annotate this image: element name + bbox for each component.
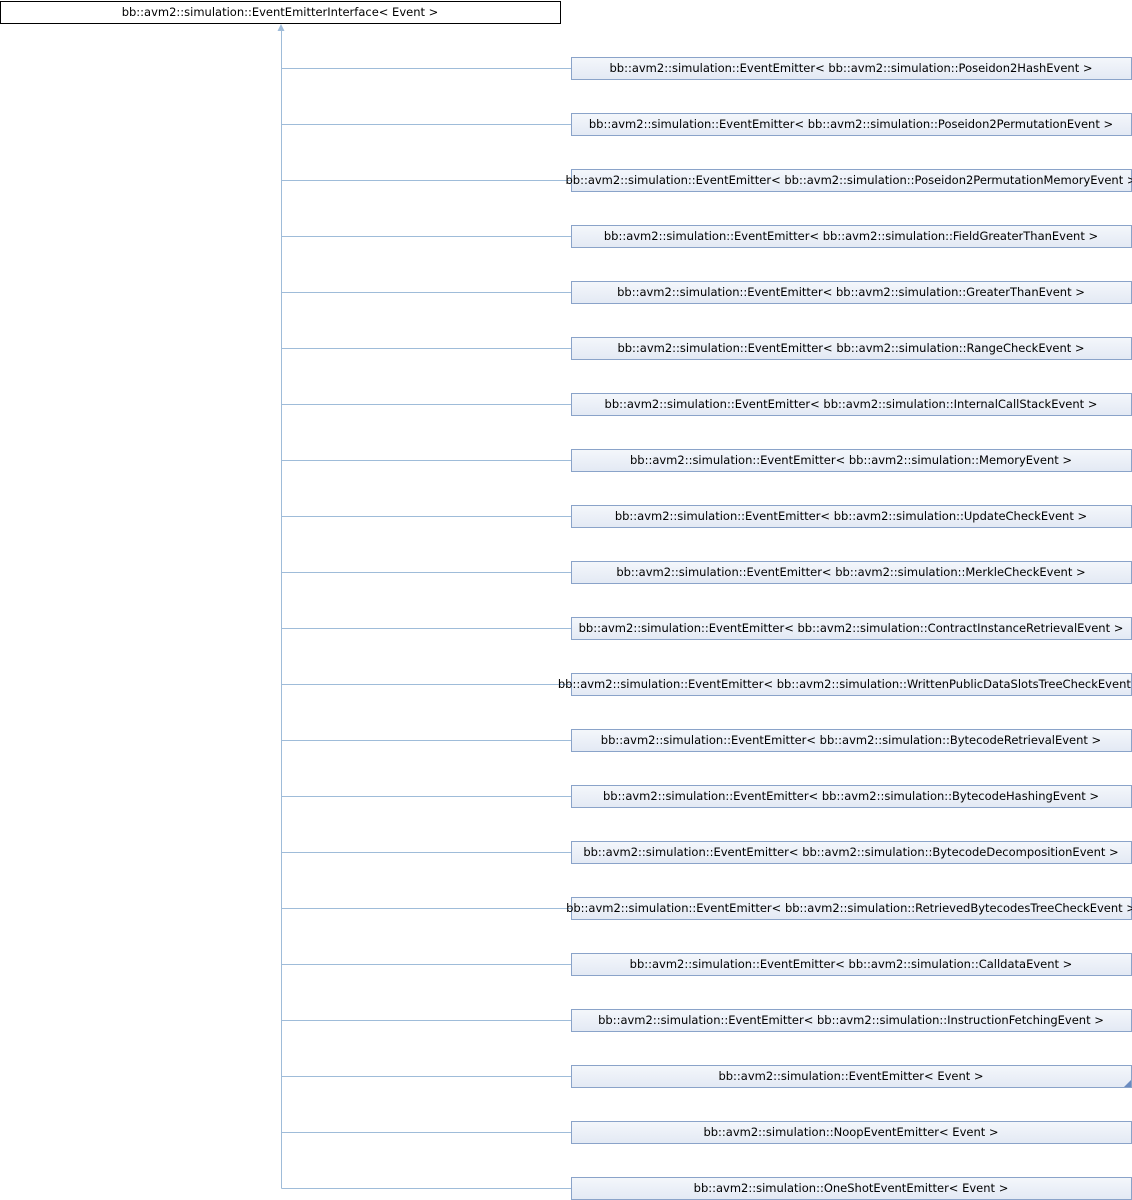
root-node-label: bb::avm2::simulation::EventEmitterInterf…: [122, 5, 439, 19]
node-label: bb::avm2::simulation::EventEmitter< bb::…: [630, 453, 1072, 467]
node-label: bb::avm2::simulation::EventEmitter< bb::…: [566, 901, 1132, 915]
node-label: bb::avm2::simulation::EventEmitter< Even…: [718, 1069, 983, 1083]
edges: [281, 28, 571, 1189]
node-label: bb::avm2::simulation::EventEmitter< bb::…: [604, 229, 1098, 243]
inheritance-arrow: [277, 24, 285, 31]
node-label: bb::avm2::simulation::EventEmitter< bb::…: [615, 509, 1087, 523]
node-label: bb::avm2::simulation::EventEmitter< bb::…: [558, 677, 1132, 691]
node-label: bb::avm2::simulation::EventEmitter< bb::…: [605, 397, 1098, 411]
node-label: bb::avm2::simulation::EventEmitter< bb::…: [617, 341, 1084, 355]
node-label: bb::avm2::simulation::EventEmitter< bb::…: [609, 61, 1092, 75]
node-label: bb::avm2::simulation::EventEmitter< bb::…: [603, 789, 1099, 803]
node-label: bb::avm2::simulation::EventEmitter< bb::…: [579, 621, 1124, 635]
node-label: bb::avm2::simulation::EventEmitter< bb::…: [583, 845, 1118, 859]
nodes: bb::avm2::simulation::EventEmitter< bb::…: [558, 57, 1132, 1200]
node-label: bb::avm2::simulation::EventEmitter< bb::…: [616, 565, 1085, 579]
node-label: bb::avm2::simulation::EventEmitter< bb::…: [630, 957, 1073, 971]
node-label: bb::avm2::simulation::EventEmitter< bb::…: [601, 733, 1101, 747]
collapsed-marker: [1124, 1080, 1131, 1087]
node-label: bb::avm2::simulation::EventEmitter< bb::…: [598, 1013, 1104, 1027]
node-label: bb::avm2::simulation::NoopEventEmitter< …: [703, 1125, 998, 1139]
node-label: bb::avm2::simulation::EventEmitter< bb::…: [617, 285, 1085, 299]
node-label: bb::avm2::simulation::EventEmitter< bb::…: [589, 117, 1113, 131]
node-label: bb::avm2::simulation::EventEmitter< bb::…: [565, 173, 1132, 187]
root-node-box: [0, 1, 561, 24]
node-label: bb::avm2::simulation::OneShotEventEmitte…: [694, 1181, 1009, 1195]
